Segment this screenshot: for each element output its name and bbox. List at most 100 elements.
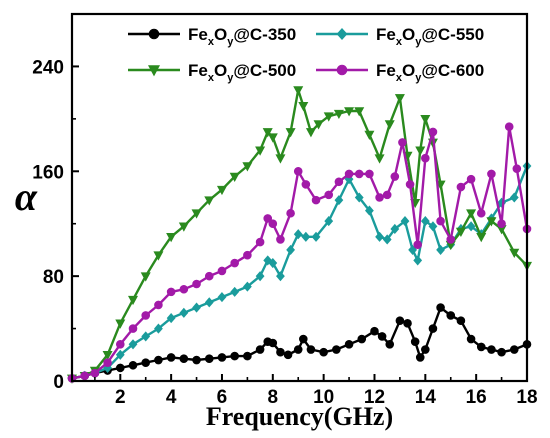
data-point (115, 363, 125, 373)
data-point (354, 107, 365, 117)
data-point (509, 345, 519, 354)
data-point (456, 316, 466, 326)
data-point (286, 208, 295, 218)
data-point (255, 146, 266, 156)
data-point (375, 193, 384, 202)
legend-subscript: y (227, 36, 234, 48)
data-point (242, 162, 253, 172)
x-tick-label: 14 (415, 387, 437, 408)
legend-item: FexOy@C-550 (316, 25, 484, 48)
legend-text-part: @C-600 (421, 61, 484, 80)
y-tick-label: 160 (32, 162, 64, 183)
data-point (263, 214, 273, 223)
data-point (428, 127, 438, 137)
data-point (147, 65, 161, 77)
legend-text-part: Fe (376, 61, 396, 80)
data-point (306, 345, 316, 354)
data-point (415, 353, 425, 362)
data-point (102, 350, 113, 361)
data-point (262, 128, 273, 138)
data-point (390, 223, 400, 235)
data-point (398, 138, 407, 147)
data-point (420, 115, 431, 125)
legend-text-part: O (214, 61, 227, 80)
data-point (154, 355, 163, 365)
data-point (192, 279, 201, 289)
data-point (509, 192, 519, 203)
data-point (263, 255, 273, 266)
data-point (384, 120, 395, 130)
data-point (403, 319, 412, 328)
data-point (382, 190, 392, 200)
data-point (487, 345, 496, 354)
data-point (324, 190, 334, 200)
data-point (80, 371, 90, 381)
data-point (115, 339, 125, 349)
series-layer (66, 86, 533, 384)
data-point (255, 345, 265, 354)
data-point (268, 219, 278, 229)
data-point (179, 284, 189, 294)
data-point (311, 195, 321, 205)
data-point (313, 120, 324, 130)
data-point (115, 349, 125, 360)
data-point (357, 334, 367, 344)
data-point (275, 154, 286, 164)
legend-text-part: @C-550 (421, 25, 484, 44)
legend-text-part: Fe (188, 25, 208, 44)
data-point (324, 216, 334, 227)
data-point (354, 192, 364, 203)
data-point (504, 122, 514, 132)
data-point (428, 221, 438, 232)
legend-subscript: y (227, 72, 234, 84)
data-point (420, 216, 430, 227)
data-point (395, 316, 405, 326)
data-point (276, 235, 285, 244)
y-axis-title: α (15, 174, 38, 219)
legend-text-part: @C-350 (233, 25, 296, 44)
data-point (179, 307, 189, 318)
legend-subscript: x (208, 36, 215, 48)
data-point (394, 94, 405, 104)
data-point (128, 339, 138, 350)
data-point (334, 195, 344, 206)
data-point (476, 208, 486, 218)
data-point (293, 345, 303, 354)
data-point (476, 342, 486, 352)
data-point (216, 185, 227, 196)
series-4 (67, 122, 532, 383)
data-point (192, 355, 201, 365)
data-point (466, 174, 476, 184)
legend-label: FexOy@C-350 (188, 25, 296, 48)
data-point (153, 251, 164, 261)
data-point (382, 234, 392, 245)
data-point (344, 339, 354, 349)
data-point (204, 196, 215, 206)
data-point (405, 180, 415, 189)
series-1 (67, 303, 532, 383)
data-point (166, 353, 176, 362)
y-tick-label: 0 (53, 372, 64, 393)
data-point (365, 205, 374, 216)
data-point (344, 169, 354, 179)
data-point (128, 360, 138, 370)
data-point (178, 222, 189, 232)
data-point (154, 323, 163, 334)
data-point (299, 334, 308, 344)
data-point (276, 271, 285, 282)
data-point (255, 237, 265, 247)
data-point (268, 257, 278, 269)
data-point (364, 130, 375, 141)
data-point (192, 302, 201, 313)
data-point (413, 255, 423, 266)
data-point (466, 209, 477, 219)
data-point (436, 216, 445, 226)
data-point (141, 358, 151, 367)
data-point (413, 240, 422, 249)
data-point (336, 64, 348, 76)
x-tick-label: 16 (466, 387, 487, 408)
data-point (466, 221, 476, 232)
data-point (276, 347, 285, 357)
plot-frame (70, 12, 529, 383)
